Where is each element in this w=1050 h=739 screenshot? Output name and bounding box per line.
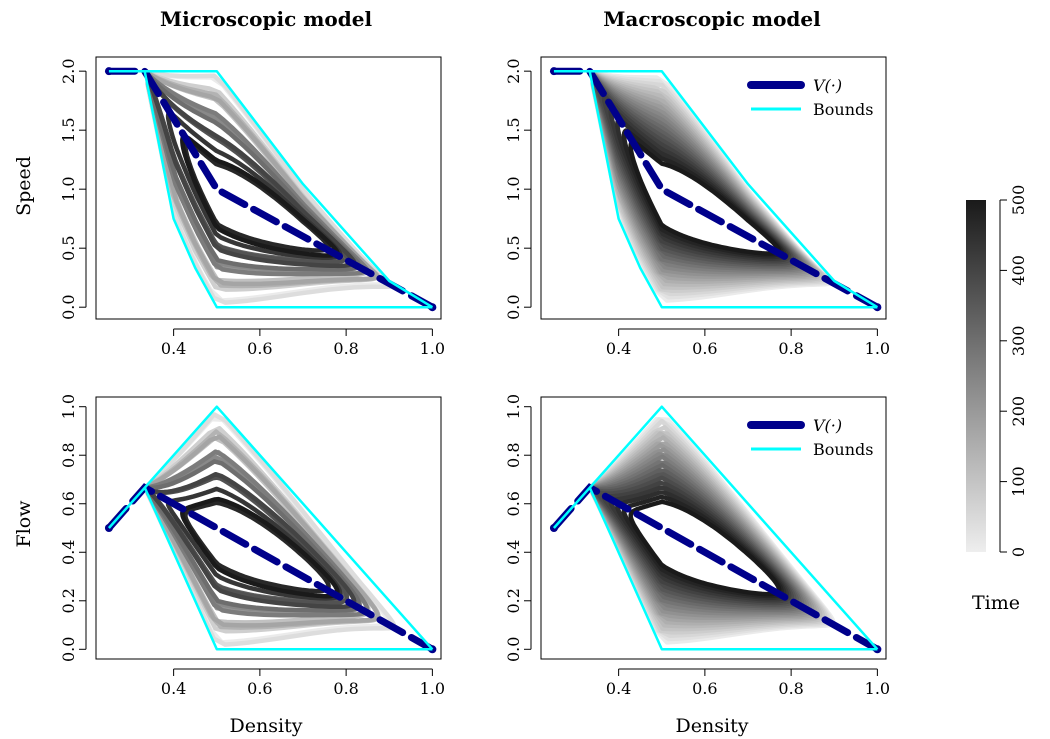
x-axis-title-right: Density: [676, 715, 749, 737]
y-axis: 0.0 0.2 0.4 0.6 0.8 1.0: [59, 394, 87, 662]
series-lower-bound: [588, 486, 878, 651]
x-tick-label: 0.8: [333, 339, 358, 358]
x-axis: 0.4 0.6 0.8 1.0: [161, 328, 445, 358]
y-tick-label: 0.0: [504, 294, 523, 319]
row-label-flow: Flow: [13, 500, 35, 548]
series-lower-bound: [143, 486, 433, 651]
series-lower-bound: [143, 70, 433, 309]
colorbar-tick-label: 300: [1009, 326, 1028, 357]
y-tick-label: 0.2: [59, 588, 78, 613]
column-title-macroscopic: Macroscopic model: [603, 7, 821, 31]
y-tick-label: 0.0: [504, 637, 523, 662]
trajectory-loop: [183, 500, 331, 594]
colorbar: 0 100 200 300 400 500 Time: [966, 185, 1028, 614]
colorbar-tick-label: 200: [1009, 396, 1028, 427]
y-tick-label: 1.5: [59, 117, 78, 142]
colorbar-tick-label: 400: [1009, 255, 1028, 286]
y-tick-label: 0.8: [59, 442, 78, 467]
y-axis: 0.0 0.5 1.0 1.5 2.0: [504, 58, 532, 320]
y-tick-label: 0.5: [59, 235, 78, 260]
y-axis: 0.0 0.2 0.4 0.6 0.8 1.0: [504, 394, 532, 662]
legend-bounds-label: Bounds: [813, 440, 873, 459]
colorbar-tick-label: 100: [1009, 466, 1028, 497]
panel-2: 0.4 0.6 0.8 1.0 0.0 0.5 1.0 1.5 2.0 V(·) Bounds: [504, 56, 890, 358]
y-tick-label: 0.6: [59, 491, 78, 516]
legend: V(·) Bounds: [747, 76, 873, 119]
x-tick-label: 0.8: [778, 679, 803, 698]
x-axis: 0.4 0.6 0.8 1.0: [606, 668, 890, 698]
x-tick-label: 1.0: [420, 339, 445, 358]
y-tick-label: 0.5: [504, 235, 523, 260]
column-title-microscopic: Microscopic model: [160, 7, 373, 31]
series-upper-bound: [553, 69, 879, 309]
plot-frame: [540, 56, 887, 320]
y-tick-label: 1.5: [504, 117, 523, 142]
colorbar-tick-label: 500: [1009, 185, 1028, 216]
y-tick-label: 0.6: [504, 491, 523, 516]
x-tick-label: 0.6: [247, 339, 272, 358]
row-label-speed: Speed: [13, 156, 35, 216]
y-tick-label: 1.0: [504, 394, 523, 419]
x-tick-label: 0.4: [606, 339, 631, 358]
x-tick-label: 1.0: [865, 339, 890, 358]
x-tick-label: 1.0: [420, 679, 445, 698]
y-tick-label: 0.0: [59, 294, 78, 319]
series-upper-bound: [108, 69, 434, 309]
x-tick-label: 0.6: [247, 679, 272, 698]
legend-bounds-label: Bounds: [813, 100, 873, 119]
colorbar-ticks: 0 100 200 300 400 500: [1000, 185, 1028, 557]
colorbar-tick-label: 0: [1009, 547, 1028, 557]
y-tick-label: 0.2: [504, 588, 523, 613]
y-tick-label: 0.4: [59, 540, 78, 565]
panel-4: 0.4 0.6 0.8 1.0 0.0 0.2 0.4 0.6 0.8 1.0 V(·) Bounds: [504, 394, 890, 698]
x-axis: 0.4 0.6 0.8 1.0: [606, 328, 890, 358]
y-tick-label: 2.0: [59, 58, 78, 83]
y-tick-label: 2.0: [504, 58, 523, 83]
trajectories: [590, 416, 836, 645]
x-axis: 0.4 0.6 0.8 1.0: [161, 668, 445, 698]
x-axis-title-left: Density: [230, 715, 303, 737]
y-tick-label: 1.0: [504, 176, 523, 201]
plot-frame: [95, 396, 442, 660]
x-tick-label: 0.8: [333, 679, 358, 698]
x-tick-label: 0.8: [778, 339, 803, 358]
plot-frame: [95, 56, 442, 320]
y-axis: 0.0 0.5 1.0 1.5 2.0: [59, 58, 87, 320]
x-tick-label: 1.0: [865, 679, 890, 698]
x-tick-label: 0.4: [161, 679, 186, 698]
series-lower-bound: [588, 70, 878, 309]
panels: 0.4 0.6 0.8 1.00.00.51.01.52.00.4 0.6 0.8 1.00…: [59, 56, 890, 698]
colorbar-label: Time: [972, 592, 1020, 614]
y-tick-label: 1.0: [59, 176, 78, 201]
x-tick-label: 0.4: [606, 679, 631, 698]
trajectory-loop: [628, 499, 782, 597]
x-tick-label: 0.6: [692, 679, 717, 698]
x-tick-label: 0.4: [161, 339, 186, 358]
panel-1: 0.4 0.6 0.8 1.0 0.0 0.5 1.0 1.5 2.0: [59, 56, 445, 358]
panel-3: 0.4 0.6 0.8 1.0 0.0 0.2 0.4 0.6 0.8 1.0: [59, 394, 445, 698]
plot-frame: [540, 396, 887, 660]
legend-vfun-label: V(·): [813, 416, 842, 435]
y-tick-label: 1.0: [59, 394, 78, 419]
colorbar-ramp: [966, 200, 986, 552]
legend: V(·) Bounds: [747, 416, 873, 459]
x-tick-label: 0.6: [692, 339, 717, 358]
y-tick-label: 0.0: [59, 637, 78, 662]
y-tick-label: 0.4: [504, 540, 523, 565]
legend-vfun-label: V(·): [813, 76, 842, 95]
y-tick-label: 0.8: [504, 442, 523, 467]
